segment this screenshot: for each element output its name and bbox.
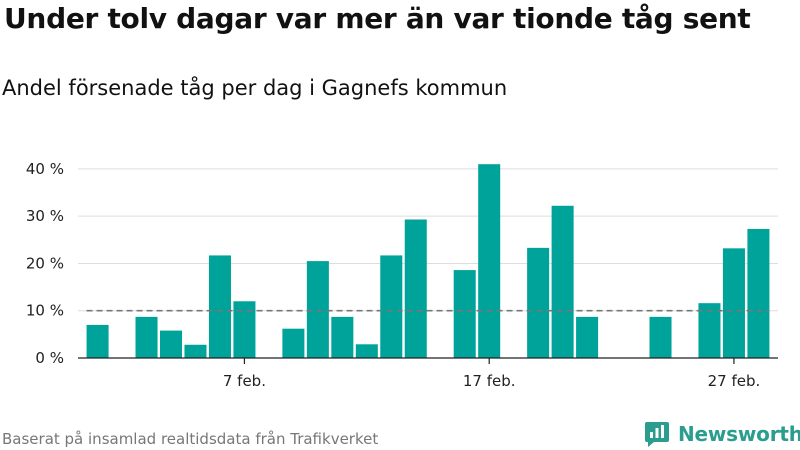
gridlines <box>78 168 778 312</box>
y-tick-label: 30 % <box>26 207 64 225</box>
bar <box>478 164 501 358</box>
bar <box>722 248 745 358</box>
bar <box>184 344 207 358</box>
y-tick-label: 10 % <box>26 302 64 320</box>
newsworthy-logo-icon <box>645 422 669 447</box>
x-tick-label: 27 feb. <box>708 372 761 390</box>
y-tick-label: 40 % <box>26 160 64 178</box>
bar <box>698 303 721 358</box>
bars <box>86 164 770 358</box>
brand-logo: Newsworthy <box>644 420 800 448</box>
bar <box>159 330 183 358</box>
bar <box>527 247 550 358</box>
bar <box>576 316 599 358</box>
bar <box>355 344 378 358</box>
bar <box>306 261 329 358</box>
bar <box>135 316 158 358</box>
bar <box>233 301 256 358</box>
bar <box>208 255 231 358</box>
source-note: Baserat på insamlad realtidsdata från Tr… <box>2 430 379 448</box>
bar <box>282 328 305 358</box>
bar <box>86 324 109 358</box>
y-tick-label: 0 % <box>35 349 64 367</box>
axes: 0 % 10 % 20 % 30 % 40 % 7 feb. 17 feb. 27 feb. <box>26 160 778 390</box>
bar <box>331 316 354 358</box>
x-tick-label: 7 feb. <box>223 372 266 390</box>
x-tick-label: 17 feb. <box>463 372 516 390</box>
chart-title: Under tolv dagar var mer än var tionde t… <box>4 2 751 35</box>
bar <box>747 228 770 358</box>
brand-name: Newsworthy <box>678 422 800 446</box>
bar <box>404 219 427 358</box>
chart-subtitle: Andel försenade tåg per dag i Gagnefs ko… <box>2 76 508 100</box>
bar <box>551 205 574 358</box>
bar <box>453 270 476 358</box>
y-tick-label: 20 % <box>26 254 64 272</box>
bar <box>649 316 672 358</box>
bar-chart: 0 % 10 % 20 % 30 % 40 % 7 feb. 17 feb. 27 feb. <box>26 160 778 390</box>
bar <box>380 255 403 358</box>
